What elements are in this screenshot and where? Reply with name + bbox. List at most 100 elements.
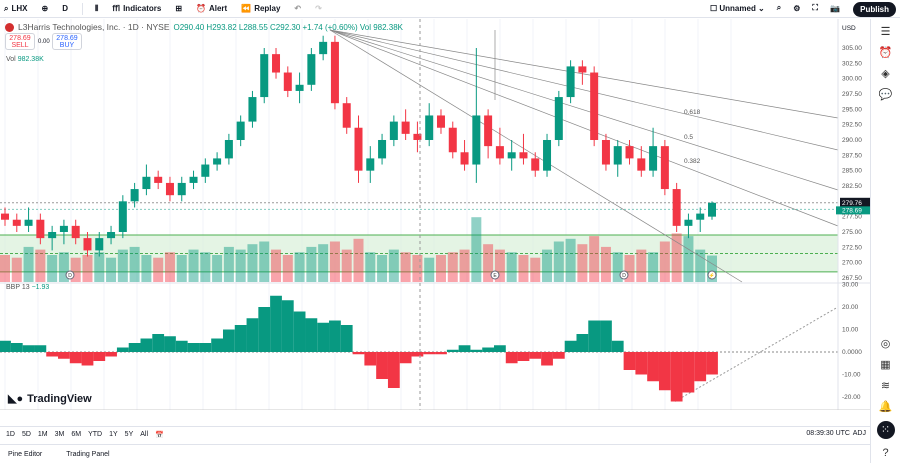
candle[interactable] [696,213,705,220]
candle[interactable] [649,146,658,171]
apps-icon[interactable]: ⁙ [876,421,895,439]
candle[interactable] [601,139,610,165]
tradingview-logo[interactable]: ◣● TradingView [8,392,92,406]
candle[interactable] [130,189,139,202]
candle[interactable] [24,219,33,226]
undo-button[interactable]: ↶ [294,4,302,13]
support-zone[interactable] [0,235,838,272]
candle[interactable] [613,146,622,165]
calendar-icon[interactable]: ▦ [880,359,891,371]
candle[interactable] [436,115,445,128]
range-6m[interactable]: 6M [71,431,82,438]
candle[interactable] [484,115,493,147]
adj-button[interactable]: ADJ [852,430,866,437]
fib-fan-line[interactable] [329,29,743,283]
range-ytd[interactable]: YTD [88,431,103,438]
quick-search-icon[interactable]: ⌕ [776,3,782,12]
goto-date-icon[interactable]: 📅 [155,431,164,439]
candle[interactable] [472,115,481,165]
publish-button[interactable]: Publish [853,2,896,17]
candle[interactable] [578,66,587,73]
candle[interactable] [95,238,104,251]
candle[interactable] [625,146,634,159]
layout-button[interactable]: ☐ Unnamed ⌄ [709,3,765,13]
event-marker[interactable] [707,270,717,280]
templates-button[interactable]: ⊞ [175,4,182,13]
range-1y[interactable]: 1Y [109,431,118,438]
watchlist-icon[interactable]: ☰ [880,26,891,38]
fib-fan-line[interactable] [329,29,839,151]
range-all[interactable]: All [140,431,149,438]
candle[interactable] [48,231,57,239]
candle[interactable] [71,225,80,239]
candle[interactable] [684,219,693,226]
candle[interactable] [319,41,328,55]
candle[interactable] [248,97,257,122]
interval-button[interactable]: D [62,4,68,13]
candle[interactable] [224,139,233,159]
candle[interactable] [118,201,127,232]
range-1m[interactable]: 1M [37,431,48,438]
candle[interactable] [342,103,351,128]
camera-icon[interactable]: 📷 [830,3,840,13]
candle[interactable] [272,54,281,73]
chat-icon[interactable]: 💬 [878,89,893,101]
candle[interactable] [177,182,186,196]
help-icon[interactable]: ? [882,447,889,459]
candle[interactable] [330,41,339,104]
candle[interactable] [519,152,528,159]
candle[interactable] [660,146,669,190]
candle[interactable] [260,54,269,98]
candle[interactable] [495,146,504,159]
candle[interactable] [283,72,292,91]
chart-type-button[interactable]: ⫴ [95,4,98,14]
chart-canvas[interactable]: 0.618 0.5 0.382 D E D ⚡ USD 305.00 302.50 300.00 29… [0,19,870,410]
candle[interactable] [83,238,92,251]
range-5d[interactable]: 5D [21,431,31,438]
candle[interactable] [531,158,540,171]
candle[interactable] [378,139,387,159]
candle[interactable] [142,176,151,190]
redo-button[interactable]: ↷ [315,4,322,13]
candle[interactable] [213,158,222,165]
symbol-search[interactable]: ⌕ LHX [4,4,27,14]
candle[interactable] [460,152,469,165]
candle[interactable] [425,115,434,140]
trend-line[interactable] [674,306,839,402]
sell-button[interactable]: 278.69 SELL [5,33,35,50]
indicators-button[interactable]: ﬄ Indicators [112,4,161,13]
buy-button[interactable]: 278.69 BUY [52,33,82,50]
candle[interactable] [389,121,398,140]
candle[interactable] [12,219,21,226]
candle[interactable] [59,225,68,232]
candle[interactable] [448,127,457,153]
fib-fan-line[interactable] [329,29,839,191]
candle[interactable] [672,189,681,226]
candle[interactable] [590,72,599,140]
fullscreen-icon[interactable]: ⛶ [812,3,819,12]
candle[interactable] [554,97,563,140]
candle[interactable] [507,152,516,159]
layers-icon[interactable]: ◈ [881,68,890,80]
candle[interactable] [201,164,210,177]
range-3m[interactable]: 3M [54,431,65,438]
replay-button[interactable]: ⏪ Replay [241,4,280,13]
target-icon[interactable]: ◎ [880,338,891,350]
candle[interactable] [566,66,575,98]
feed-icon[interactable]: ≋ [880,380,891,392]
candle[interactable] [307,54,316,85]
candle[interactable] [401,121,410,134]
settings-icon[interactable]: ⚙ [793,3,801,13]
fib-fan-line[interactable] [329,29,839,119]
candle[interactable] [236,121,245,140]
candle[interactable] [366,158,375,171]
candle[interactable] [295,84,304,91]
alerts-icon[interactable]: ⏰ [878,47,893,59]
candle[interactable] [543,139,552,171]
compare-button[interactable]: ⊕ [41,4,49,13]
event-marker[interactable] [65,270,75,280]
event-marker[interactable] [619,270,629,280]
bell-icon[interactable]: 🔔 [878,401,893,413]
tab-pine-editor[interactable]: Pine Editor [8,450,43,458]
currency-selector[interactable]: USD [842,25,856,32]
